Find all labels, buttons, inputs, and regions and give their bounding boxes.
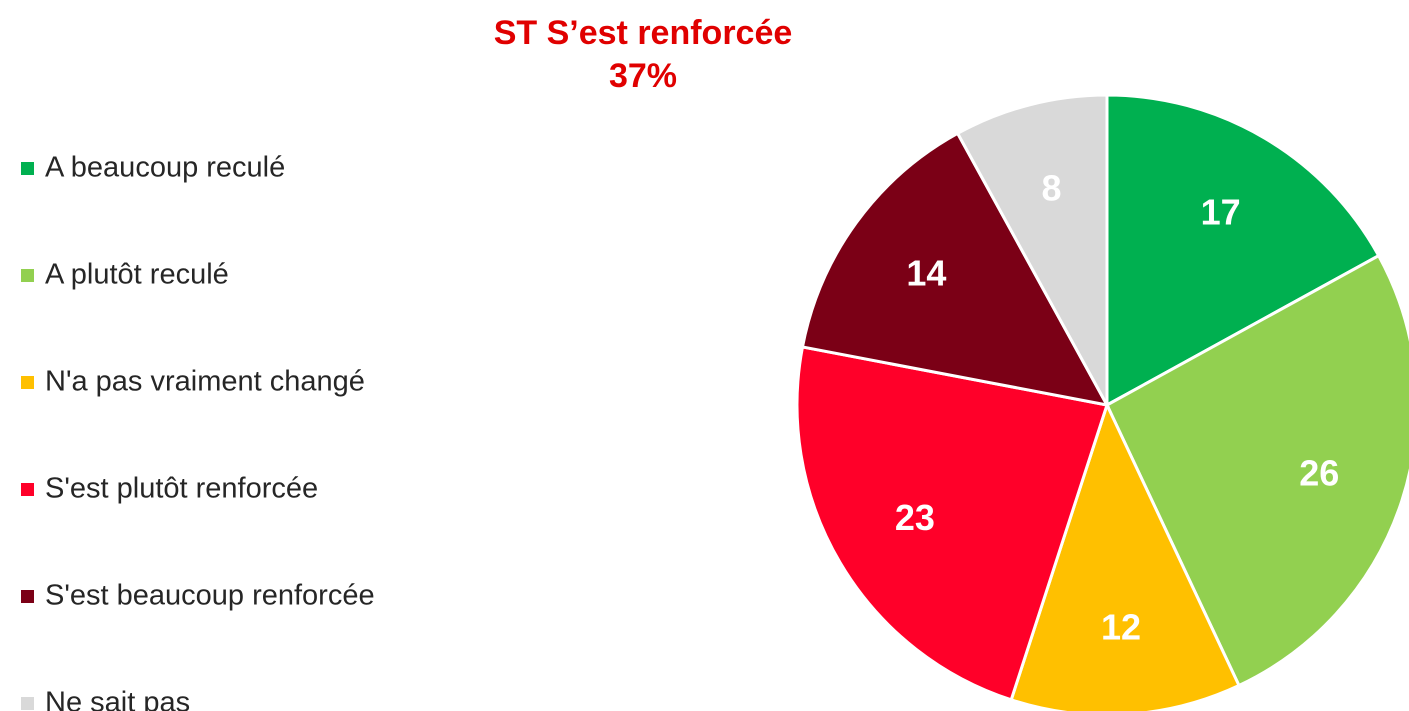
legend-marker <box>21 590 34 603</box>
pie-slice <box>1105 93 1381 408</box>
legend-label: Ne sait pas <box>45 687 190 711</box>
chart-title: ST S’est renforcée <box>494 14 793 52</box>
legend-marker <box>21 162 34 175</box>
data-label: 17 <box>1201 191 1241 232</box>
legend-label: N'a pas vraiment changé <box>45 366 365 398</box>
legend-marker <box>21 483 34 496</box>
data-label: 23 <box>895 497 935 538</box>
legend-label: S'est beaucoup renforcée <box>45 580 375 612</box>
pie-slice <box>795 345 1109 702</box>
data-label: 12 <box>1101 606 1141 647</box>
legend-label: A plutôt reculé <box>45 259 229 291</box>
pie-slice <box>1105 253 1409 688</box>
data-label: 26 <box>1299 452 1339 493</box>
legend-marker <box>21 697 34 710</box>
legend-label: A beaucoup reculé <box>45 152 285 184</box>
pie-slice <box>800 131 1110 408</box>
data-label: 8 <box>1041 167 1061 208</box>
pie-slice <box>1009 400 1241 711</box>
data-label: 14 <box>906 252 946 293</box>
pie-slice <box>955 93 1109 406</box>
chart-subtitle: 37% <box>609 57 677 95</box>
legend-label: S'est plutôt renforcée <box>45 473 318 505</box>
legend-marker <box>21 269 34 282</box>
legend-marker <box>21 376 34 389</box>
